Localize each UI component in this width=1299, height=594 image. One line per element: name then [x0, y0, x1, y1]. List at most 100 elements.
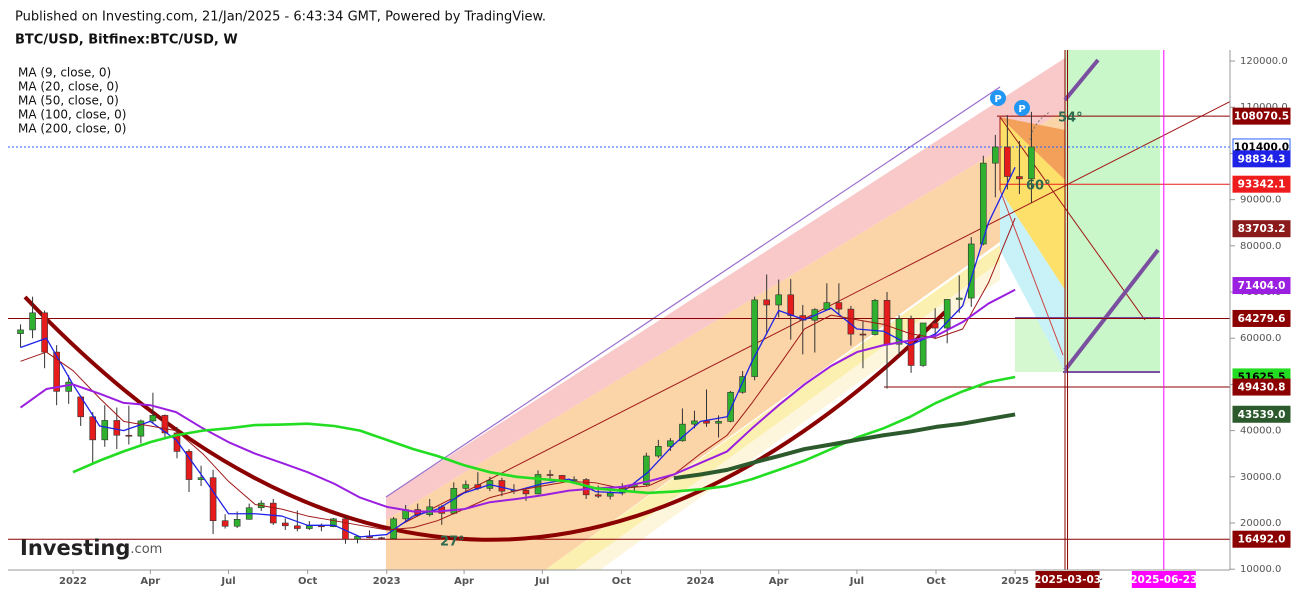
price-label: 98834.3	[1238, 153, 1286, 165]
candle-body	[53, 351, 60, 392]
candle-body	[919, 322, 927, 366]
projection-line	[1063, 248, 1160, 372]
price-label: 93342.1	[1238, 179, 1286, 191]
x-tick-label: 2025	[1001, 576, 1029, 587]
candle-body	[269, 502, 277, 524]
price-label-box	[1232, 309, 1291, 327]
watermark-text: Investing	[20, 536, 130, 560]
watermark-suffix: .com	[130, 542, 162, 557]
x-tick-label: Jul	[220, 576, 235, 587]
candle-body	[1028, 146, 1035, 180]
candle-body	[101, 420, 109, 441]
x-tick-label: Apr	[454, 576, 474, 587]
legend-entry: MA (100, close, 0)	[18, 108, 126, 122]
pivot-marker	[1014, 100, 1030, 116]
candle-body	[883, 300, 891, 345]
x-tick-label: Oct	[298, 576, 317, 587]
candle-body	[173, 432, 181, 452]
price-label-box	[1232, 405, 1291, 423]
plot	[8, 50, 1230, 570]
x-tick-label: Oct	[612, 576, 631, 587]
angle-arc	[1029, 111, 1051, 141]
candle-body	[667, 440, 674, 447]
y-tick-label: 80000.0	[1240, 241, 1281, 252]
candle-body	[149, 415, 157, 422]
candle-body	[498, 480, 506, 492]
fan-zone	[1000, 190, 1065, 372]
angle-label: 54°	[1058, 111, 1083, 126]
y-tick-label: 40000.0	[1240, 426, 1281, 437]
legend-entry: MA (50, close, 0)	[18, 94, 119, 108]
y-tick-label: 30000.0	[1240, 472, 1281, 483]
candle-body	[113, 420, 121, 436]
candle-body	[161, 415, 169, 434]
candle-body	[775, 294, 783, 306]
candle-body	[330, 518, 337, 527]
candle-body	[835, 302, 843, 310]
candle-body	[943, 299, 951, 329]
candle-body	[679, 423, 686, 442]
candle-body	[606, 492, 614, 497]
header-published: Published on Investing.com, 21/Jan/2025 …	[15, 10, 546, 25]
x-tick-label: 2024	[687, 576, 715, 587]
candle-body	[17, 329, 24, 334]
price-label: 83703.2	[1238, 223, 1286, 235]
candle-body	[462, 484, 470, 489]
y-tick-label: 20000.0	[1240, 518, 1281, 529]
projection-line	[1063, 58, 1100, 102]
candle-body	[727, 391, 734, 422]
x-tick-label: 2023	[373, 576, 401, 587]
candle-body	[29, 312, 36, 331]
ma-line	[673, 412, 1016, 481]
pitchfork-band	[386, 110, 1065, 570]
y-tick-label: 60000.0	[1240, 333, 1281, 344]
channel-line	[385, 86, 1001, 498]
legend-entry: MA (200, close, 0)	[18, 122, 126, 136]
candle-body	[594, 494, 602, 497]
pitchfork-band	[575, 262, 1000, 570]
candle-body	[41, 312, 48, 353]
candle-body	[847, 308, 855, 335]
candle-body	[1004, 146, 1011, 177]
candle-body	[655, 446, 662, 457]
candle-body	[859, 333, 867, 336]
candle-body	[522, 489, 530, 495]
price-label: 71404.0	[1238, 280, 1286, 292]
candle-body	[281, 522, 289, 527]
fan-line	[999, 116, 1146, 321]
x-tick-label: Oct	[926, 576, 945, 587]
fan-line	[999, 189, 1064, 356]
legend-entry: MA (9, close, 0)	[18, 66, 111, 80]
price-label-box	[1232, 220, 1291, 238]
date-label-box	[1035, 571, 1100, 588]
pivot-marker	[990, 90, 1006, 106]
date-label-box	[1131, 571, 1196, 588]
candle-body	[967, 243, 975, 299]
price-label-box	[1232, 175, 1291, 193]
ma-line	[19, 288, 1016, 513]
candle-body	[751, 299, 758, 377]
candle-body	[294, 525, 301, 529]
y-tick-label: 120000.0	[1240, 56, 1288, 67]
candle-body	[185, 451, 193, 480]
candle-body	[691, 420, 698, 425]
pivot-label: P	[1018, 104, 1025, 115]
angle-label: 27°	[440, 535, 465, 550]
target-zone	[1065, 50, 1160, 372]
fan-zone	[1000, 117, 1065, 290]
pivot-label: P	[994, 94, 1001, 105]
date-label: 2025-03-03	[1034, 574, 1101, 586]
candle-body	[763, 299, 770, 306]
candle-body	[209, 477, 217, 521]
y-tick-label: 10000.0	[1240, 564, 1281, 575]
candle-body	[378, 537, 385, 540]
candle-body	[992, 146, 999, 164]
candle-body	[1016, 176, 1023, 180]
candle-body	[137, 420, 145, 437]
x-tick-label: Jul	[849, 576, 864, 587]
ma-line	[20, 217, 1016, 531]
price-label-box	[1232, 378, 1291, 396]
price-label-box	[1232, 530, 1291, 548]
